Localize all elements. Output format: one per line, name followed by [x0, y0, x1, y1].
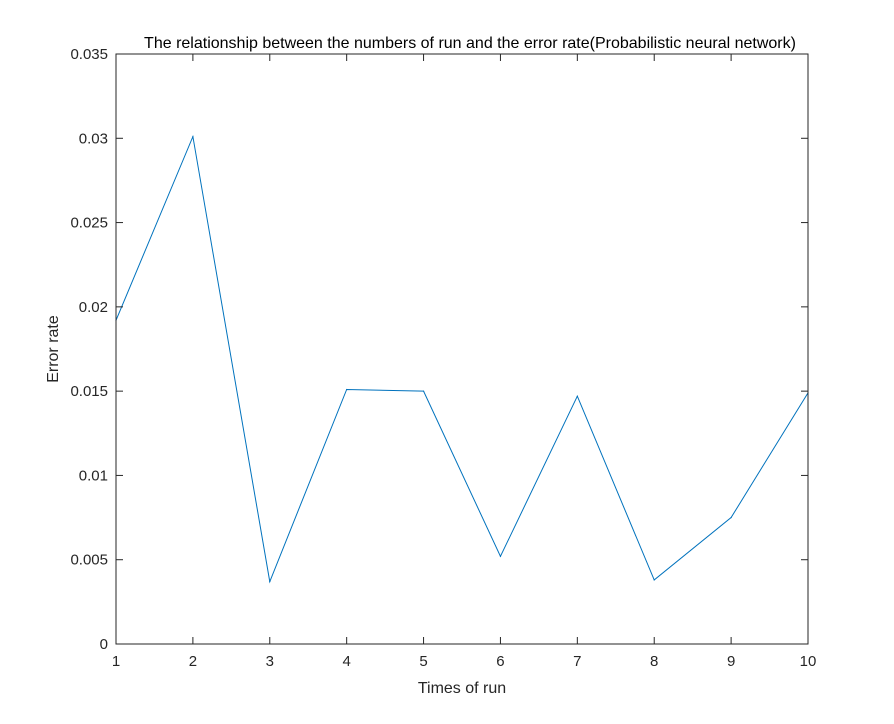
data-point: [653, 579, 655, 581]
x-axis-label: Times of run: [418, 680, 506, 697]
y-axis-label: Error rate: [45, 315, 62, 383]
x-tick-label: 3: [266, 653, 274, 670]
data-point: [192, 136, 194, 138]
data-point: [499, 555, 502, 557]
plot-area: [116, 54, 808, 644]
y-tick-label: 0.01: [79, 467, 108, 484]
x-tick-label: 7: [573, 653, 581, 670]
y-tick-label: 0.02: [79, 299, 108, 316]
data-point: [269, 581, 271, 583]
x-tick-label: 6: [496, 653, 504, 670]
y-tick-label: 0.03: [79, 130, 108, 147]
series-line: [115, 134, 809, 584]
y-tick-labels: 0 0.005 0.01 0.015 0.02 0.025 0.03 0.035: [70, 46, 108, 653]
y-tick-label: 0.005: [70, 552, 108, 569]
chart-title: The relationship between the numbers of …: [144, 35, 796, 52]
y-tick-label: 0.025: [70, 215, 108, 232]
data-point: [576, 395, 578, 397]
x-tick-labels: 1 2 3 4 5 6 7 8 9 10: [112, 653, 817, 670]
y-tick-label: 0: [100, 636, 108, 653]
x-tick-label: 5: [419, 653, 427, 670]
y-tick-label: 0.035: [70, 46, 108, 63]
x-tick-label: 9: [727, 653, 735, 670]
x-tick-label: 2: [189, 653, 197, 670]
y-tick-label: 0.015: [70, 383, 108, 400]
data-point: [730, 516, 732, 519]
x-tick-label: 1: [112, 653, 120, 670]
plot-frame: [115, 53, 809, 645]
x-tick-label: 10: [800, 653, 817, 670]
x-tick-label: 4: [342, 653, 350, 670]
x-tick-label: 8: [650, 653, 658, 670]
data-point: [422, 390, 425, 392]
data-point: [346, 388, 348, 391]
